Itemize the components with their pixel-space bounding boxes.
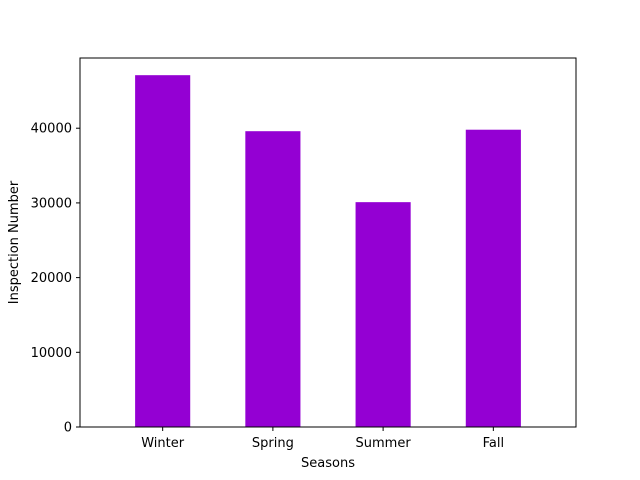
bar-summer xyxy=(355,202,411,427)
y-axis-ticks: 0 10000 20000 30000 40000 xyxy=(31,122,80,436)
bars-group xyxy=(135,75,521,428)
y-tick-label: 10000 xyxy=(31,346,72,361)
y-axis-label: Inspection Number xyxy=(7,180,22,304)
bar-fall xyxy=(465,129,521,427)
bar-winter xyxy=(135,75,191,428)
x-axis-label: Seasons xyxy=(301,456,355,471)
y-tick-label: 30000 xyxy=(31,196,72,211)
plot-frame xyxy=(79,57,577,428)
y-tick-label: 20000 xyxy=(31,271,72,286)
x-tick-label-spring: Spring xyxy=(252,436,294,451)
y-tick-label: 0 xyxy=(64,421,72,436)
x-tick-label-winter: Winter xyxy=(141,436,185,451)
bar-spring xyxy=(245,131,301,427)
x-tick-label-summer: Summer xyxy=(356,436,412,451)
x-axis-ticks: Winter Spring Summer Fall xyxy=(141,427,504,451)
x-tick-label-fall: Fall xyxy=(483,436,504,451)
y-tick-label: 40000 xyxy=(31,122,72,137)
